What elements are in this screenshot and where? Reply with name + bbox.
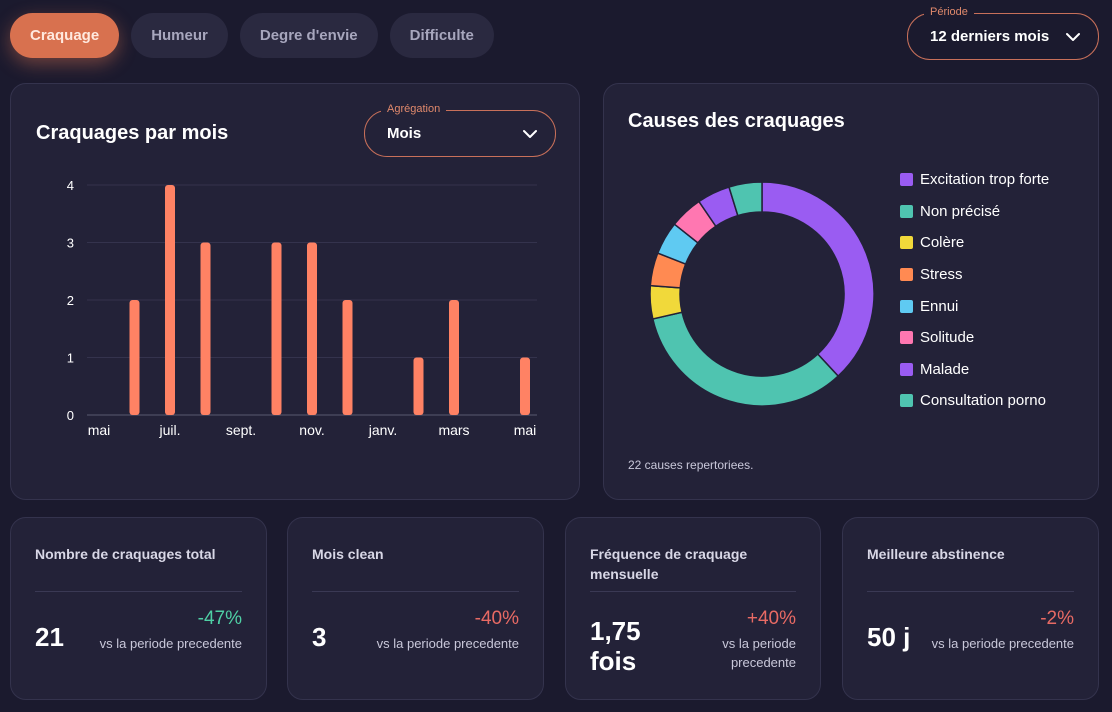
- bar-chart: 0 1 2 3 4 mai juil. sept. nov. janv. mars mai: [67, 178, 537, 438]
- kpi-card-total: Nombre de craquages total 21 -47% vs la …: [10, 517, 267, 700]
- x-tick-label: janv.: [368, 422, 398, 438]
- donut-chart-title: Causes des craquages: [628, 110, 845, 132]
- bar[interactable]: [129, 300, 140, 415]
- legend-swatch: [900, 331, 913, 345]
- x-tick-label: nov.: [299, 422, 324, 438]
- kpi-comparison: vs la periode precedente: [376, 636, 519, 651]
- legend-label: Ennui: [920, 297, 959, 315]
- legend-label: Solitude: [920, 329, 975, 347]
- kpi-value: 1,75 fois: [590, 616, 641, 676]
- legend-swatch: [900, 204, 913, 218]
- aggregation-select-label: Agrégation: [381, 103, 447, 115]
- kpi-title: Mois clean: [312, 546, 384, 562]
- period-select-value: 12 derniers mois: [930, 28, 1050, 45]
- legend-label: Colère: [920, 234, 965, 252]
- kpi-card-best-streak: Meilleure abstinence 50 j -2% vs la peri…: [842, 517, 1099, 700]
- legend-swatch: [900, 394, 913, 408]
- legend-item[interactable]: Solitude: [900, 322, 1049, 354]
- tab-bar: Craquage Humeur Degre d'envie Difficulte: [10, 13, 494, 58]
- legend-label: Consultation porno: [920, 392, 1046, 410]
- donut-slice[interactable]: [728, 181, 763, 217]
- chevron-down-icon: [523, 129, 537, 138]
- legend-item[interactable]: Ennui: [900, 290, 1049, 322]
- bar-chart-card: Craquages par mois Agrégation Mois 0 1 2 3 4…: [10, 83, 580, 500]
- donut-chart-card: Causes des craquages Excitation trop for…: [603, 83, 1099, 500]
- period-select-label: Période: [924, 6, 974, 18]
- legend-item[interactable]: Excitation trop forte: [900, 164, 1049, 196]
- tab-degre-envie[interactable]: Degre d'envie: [239, 13, 378, 58]
- kpi-comparison: vs la periode precedente: [99, 636, 242, 651]
- legend-label: Malade: [920, 360, 970, 378]
- kpi-comparison: vs la periode precedente: [722, 636, 796, 670]
- donut-slice[interactable]: [761, 181, 875, 378]
- donut-legend: Excitation trop forte Non précisé Colère St…: [900, 164, 1049, 417]
- kpi-divider: [590, 591, 796, 592]
- legend-swatch: [900, 236, 913, 250]
- kpi-delta: -2%: [1040, 608, 1074, 629]
- bar[interactable]: [307, 242, 317, 416]
- legend-item[interactable]: Non précisé: [900, 196, 1049, 228]
- kpi-title: Fréquence de craquage mensuelle: [590, 546, 748, 582]
- legend-item[interactable]: Colère: [900, 227, 1049, 259]
- bar[interactable]: [520, 357, 530, 416]
- legend-swatch: [900, 299, 913, 313]
- tab-humeur[interactable]: Humeur: [131, 13, 228, 58]
- bar-chart-title: Craquages par mois: [36, 122, 229, 144]
- aggregation-select[interactable]: Agrégation Mois: [364, 103, 556, 157]
- tab-craquage[interactable]: Craquage: [10, 13, 120, 58]
- legend-item[interactable]: Consultation porno: [900, 385, 1049, 417]
- donut-footnote: 22 causes repertoriees.: [628, 458, 754, 472]
- kpi-value: 3: [312, 622, 327, 652]
- kpi-value: 21: [35, 622, 64, 652]
- legend-swatch: [900, 268, 913, 282]
- donut-slice[interactable]: [651, 311, 840, 407]
- x-tick-label: mars: [438, 422, 469, 438]
- aggregation-select-value: Mois: [387, 125, 422, 142]
- y-tick-label: 4: [67, 178, 74, 193]
- x-tick-label: mai: [514, 422, 537, 438]
- kpi-delta: -40%: [474, 608, 519, 629]
- x-tick-label: mai: [88, 422, 111, 438]
- bar[interactable]: [342, 300, 353, 415]
- kpi-title: Meilleure abstinence: [867, 546, 1005, 562]
- legend-item[interactable]: Stress: [900, 259, 1049, 291]
- kpi-card-frequency: Fréquence de craquage mensuelle 1,75 foi…: [565, 517, 821, 700]
- bar[interactable]: [200, 242, 211, 416]
- tab-difficulte[interactable]: Difficulte: [389, 13, 494, 58]
- bar[interactable]: [413, 357, 424, 416]
- y-tick-label: 3: [67, 236, 74, 251]
- chevron-down-icon: [1066, 32, 1080, 41]
- legend-label: Stress: [920, 266, 963, 284]
- kpi-delta: -47%: [197, 608, 242, 629]
- legend-label: Non précisé: [920, 202, 1001, 220]
- kpi-card-clean-months: Mois clean 3 -40% vs la periode preceden…: [287, 517, 544, 700]
- kpi-divider: [312, 591, 519, 592]
- legend-swatch: [900, 173, 913, 187]
- bar[interactable]: [271, 242, 282, 416]
- kpi-divider: [867, 591, 1074, 592]
- kpi-comparison: vs la periode precedente: [931, 636, 1074, 651]
- bar[interactable]: [165, 185, 175, 415]
- kpi-value: 50 j: [867, 622, 911, 652]
- kpi-title: Nombre de craquages total: [35, 546, 216, 562]
- x-tick-label: juil.: [158, 422, 180, 438]
- kpi-delta: +40%: [746, 608, 796, 629]
- y-tick-label: 1: [67, 351, 74, 366]
- legend-label: Excitation trop forte: [920, 171, 1050, 189]
- legend-swatch: [900, 362, 913, 376]
- x-tick-label: sept.: [226, 422, 256, 438]
- kpi-divider: [35, 591, 242, 592]
- donut-chart: [649, 181, 875, 407]
- y-tick-label: 0: [67, 408, 74, 423]
- y-tick-label: 2: [67, 293, 74, 308]
- period-select[interactable]: Période 12 derniers mois: [907, 6, 1099, 60]
- legend-item[interactable]: Malade: [900, 354, 1049, 386]
- donut-slice[interactable]: [649, 284, 683, 320]
- bar[interactable]: [449, 300, 459, 415]
